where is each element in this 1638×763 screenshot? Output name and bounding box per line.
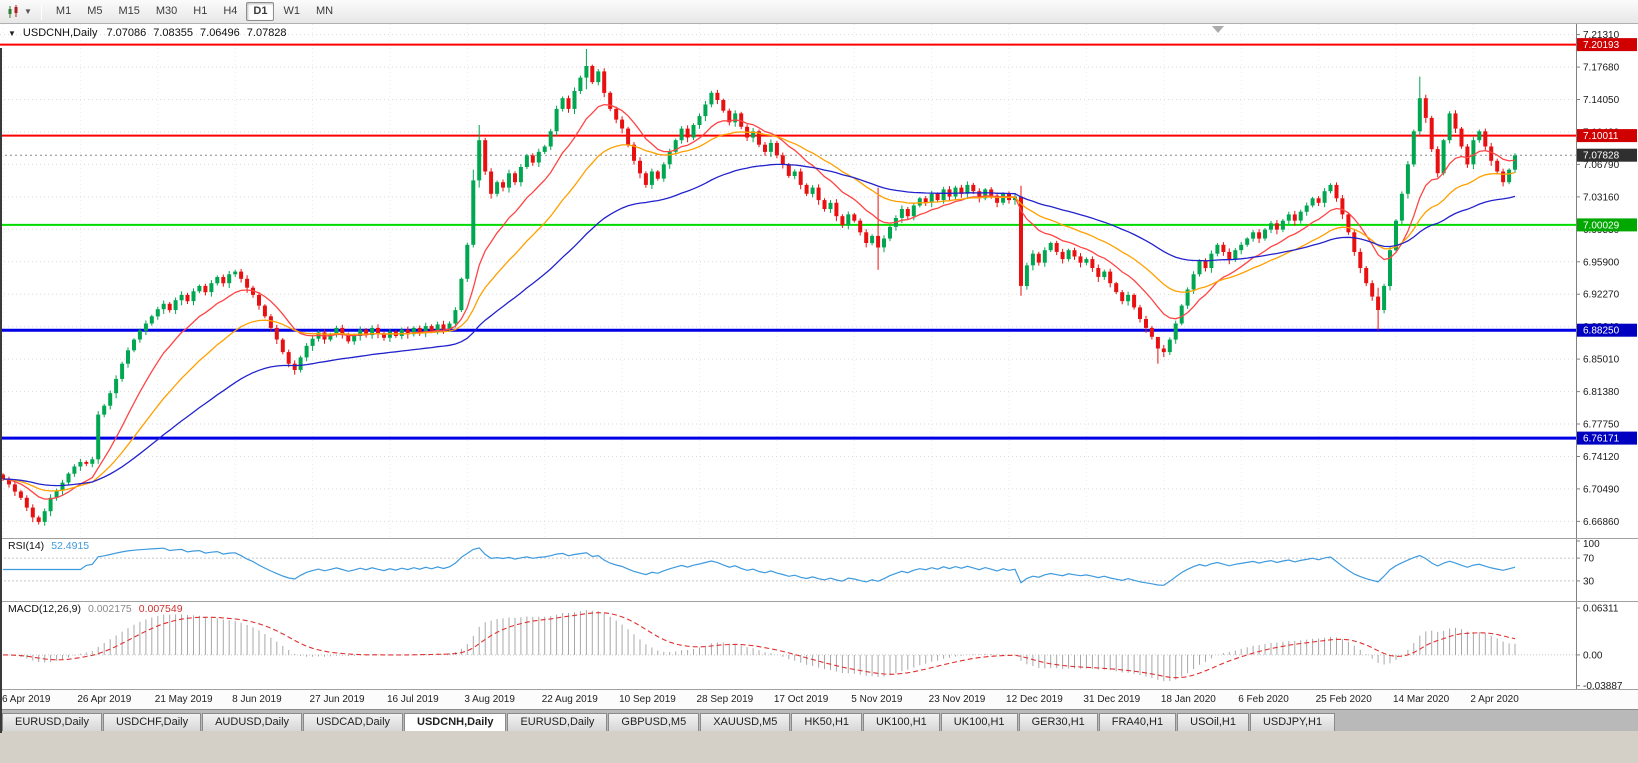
time-axis-label: 22 Aug 2019 — [541, 694, 598, 705]
time-axis-label: 26 Apr 2019 — [77, 694, 132, 705]
window-left-border — [0, 48, 2, 733]
time-axis-label: 12 Dec 2019 — [1006, 694, 1063, 705]
main-chart-panel[interactable]: 7.213107.176807.140507.104207.067907.031… — [0, 24, 1638, 538]
chart-tab-7-xauusd-m5[interactable]: XAUUSD,M5 — [700, 713, 791, 731]
svg-text:7.07828: 7.07828 — [1583, 151, 1620, 162]
svg-text:70: 70 — [1583, 554, 1595, 565]
svg-text:6.77750: 6.77750 — [1583, 420, 1620, 431]
chart-tab-2-audusd-daily[interactable]: AUDUSD,Daily — [202, 713, 303, 731]
time-axis-label: 5 Nov 2019 — [851, 694, 903, 705]
chart-type-dropdown-icon[interactable]: ▼ — [24, 7, 32, 16]
timeframe-button-h4[interactable]: H4 — [223, 5, 238, 17]
svg-text:6.74120: 6.74120 — [1583, 452, 1620, 463]
svg-text:7.06790: 7.06790 — [1583, 160, 1620, 171]
time-axis-label: 28 Sep 2019 — [696, 694, 754, 705]
rsi-canvas[interactable]: 100 70 30 — [0, 538, 1638, 601]
time-axis-label: 31 Dec 2019 — [1083, 694, 1141, 705]
svg-text:7.00029: 7.00029 — [1583, 220, 1620, 231]
chart-tab-8-hk50-h1[interactable]: HK50,H1 — [791, 713, 863, 731]
timeframe-button-w1[interactable]: W1 — [283, 5, 300, 17]
time-axis-label: 17 Oct 2019 — [773, 694, 829, 705]
time-axis-label: 3 Aug 2019 — [464, 694, 515, 705]
svg-text:7.03160: 7.03160 — [1583, 192, 1620, 203]
chart-tab-3-usdcad-daily[interactable]: USDCAD,Daily — [303, 713, 404, 731]
time-axis[interactable]: 6 Apr 2019 26 Apr 2019 21 May 2019 8 Jun 20… — [0, 689, 1638, 709]
time-axis-label: 14 Mar 2020 — [1392, 694, 1450, 705]
chart-tabs-bar: EURUSD,Daily USDCHF,Daily AUDUSD,Daily USDC… — [0, 709, 1638, 731]
chart-tab-11-ger30-h1[interactable]: GER30,H1 — [1018, 713, 1098, 731]
chart-tab-6-gbpusd-m5[interactable]: GBPUSD,M5 — [608, 713, 700, 731]
timeframe-button-m15[interactable]: M15 — [118, 5, 140, 17]
main-chart-canvas[interactable]: 7.213107.176807.140507.104207.067907.031… — [0, 24, 1638, 538]
chart-shift-marker-icon[interactable] — [1212, 26, 1224, 33]
time-axis-label: 6 Apr 2019 — [2, 694, 51, 705]
svg-text:6.81380: 6.81380 — [1583, 387, 1620, 398]
timeframe-button-mn[interactable]: MN — [315, 5, 334, 17]
svg-text:7.20193: 7.20193 — [1583, 40, 1620, 51]
svg-text:0.00: 0.00 — [1583, 650, 1603, 661]
time-axis-label: 16 Jul 2019 — [386, 694, 439, 705]
timeframe-button-m5[interactable]: M5 — [87, 5, 103, 17]
chart-tab-1-usdchf-daily[interactable]: USDCHF,Daily — [102, 713, 202, 731]
toolbar-separator — [40, 3, 42, 20]
time-axis-label: 25 Feb 2020 — [1315, 694, 1372, 705]
symbol-collapse-icon[interactable]: ▼ — [8, 28, 16, 38]
price-scale[interactable] — [1576, 24, 1638, 538]
timeframe-button-m30[interactable]: M30 — [155, 5, 178, 17]
svg-text:7.17680: 7.17680 — [1583, 63, 1620, 74]
time-axis-label: 23 Nov 2019 — [928, 694, 986, 705]
svg-text:6.92270: 6.92270 — [1583, 290, 1620, 301]
svg-text:7.14050: 7.14050 — [1583, 95, 1620, 106]
time-axis-label: 2 Apr 2020 — [1470, 694, 1519, 705]
chart-tab-0-eurusd-daily[interactable]: EURUSD,Daily — [2, 713, 102, 731]
svg-text:6.70490: 6.70490 — [1583, 484, 1620, 495]
chart-tab-13-usoil-h1[interactable]: USOil,H1 — [1177, 713, 1249, 731]
toolbar: ▼ M1 M5 M15 M30 H1 H4 D1 W1 MN — [0, 0, 1638, 24]
svg-text:7.10011: 7.10011 — [1583, 131, 1619, 142]
timeframe-button-h1[interactable]: H1 — [193, 5, 208, 17]
chart-tab-5-eurusd-daily[interactable]: EURUSD,Daily — [507, 713, 608, 731]
chart-area: 7.213107.176807.140507.104207.067907.031… — [0, 24, 1638, 733]
chart-tab-4-usdcnh-daily[interactable]: USDCNH,Daily — [404, 713, 507, 731]
time-axis-label: 8 Jun 2019 — [232, 694, 282, 705]
timeframe-button-d1[interactable]: D1 — [246, 2, 275, 21]
time-axis-label: 27 Jun 2019 — [309, 694, 365, 705]
time-axis-label: 21 May 2019 — [154, 694, 213, 705]
chart-tab-14-usdjpy-h1[interactable]: USDJPY,H1 — [1249, 713, 1336, 731]
svg-text:6.66860: 6.66860 — [1583, 517, 1620, 528]
macd-panel[interactable]: 0.06311 0.00 -0.03887 MACD(12,26,9) 0.0021… — [0, 601, 1638, 689]
timeframe-group: M1 M5 M15 M30 H1 H4 D1 W1 MN — [48, 2, 341, 21]
svg-text:6.76171: 6.76171 — [1583, 434, 1620, 445]
rsi-panel[interactable]: 100 70 30 RSI(14) 52.4915 — [0, 538, 1638, 601]
status-strip — [0, 731, 1638, 763]
chart-tab-9-uk100-h1[interactable]: UK100,H1 — [863, 713, 940, 731]
time-axis-label: 6 Feb 2020 — [1238, 694, 1289, 705]
svg-text:0.06311: 0.06311 — [1583, 604, 1619, 615]
time-axis-label: 18 Jan 2020 — [1160, 694, 1216, 705]
macd-canvas[interactable]: 0.06311 0.00 -0.03887 — [0, 601, 1638, 689]
svg-text:6.88250: 6.88250 — [1583, 326, 1620, 337]
timeframe-button-m1[interactable]: M1 — [55, 5, 72, 17]
svg-text:6.85010: 6.85010 — [1583, 355, 1620, 366]
time-axis-label: 10 Sep 2019 — [619, 694, 676, 705]
svg-text:7.21310: 7.21310 — [1583, 30, 1620, 41]
svg-text:-0.03887: -0.03887 — [1583, 681, 1623, 689]
svg-text:100: 100 — [1583, 539, 1600, 550]
svg-text:6.95900: 6.95900 — [1583, 257, 1620, 268]
chart-tab-12-fra40-h1[interactable]: FRA40,H1 — [1098, 713, 1177, 731]
chart-tab-10-uk100-h1[interactable]: UK100,H1 — [940, 713, 1018, 731]
svg-text:30: 30 — [1583, 576, 1595, 587]
candlestick-chart-icon[interactable] — [6, 4, 22, 19]
